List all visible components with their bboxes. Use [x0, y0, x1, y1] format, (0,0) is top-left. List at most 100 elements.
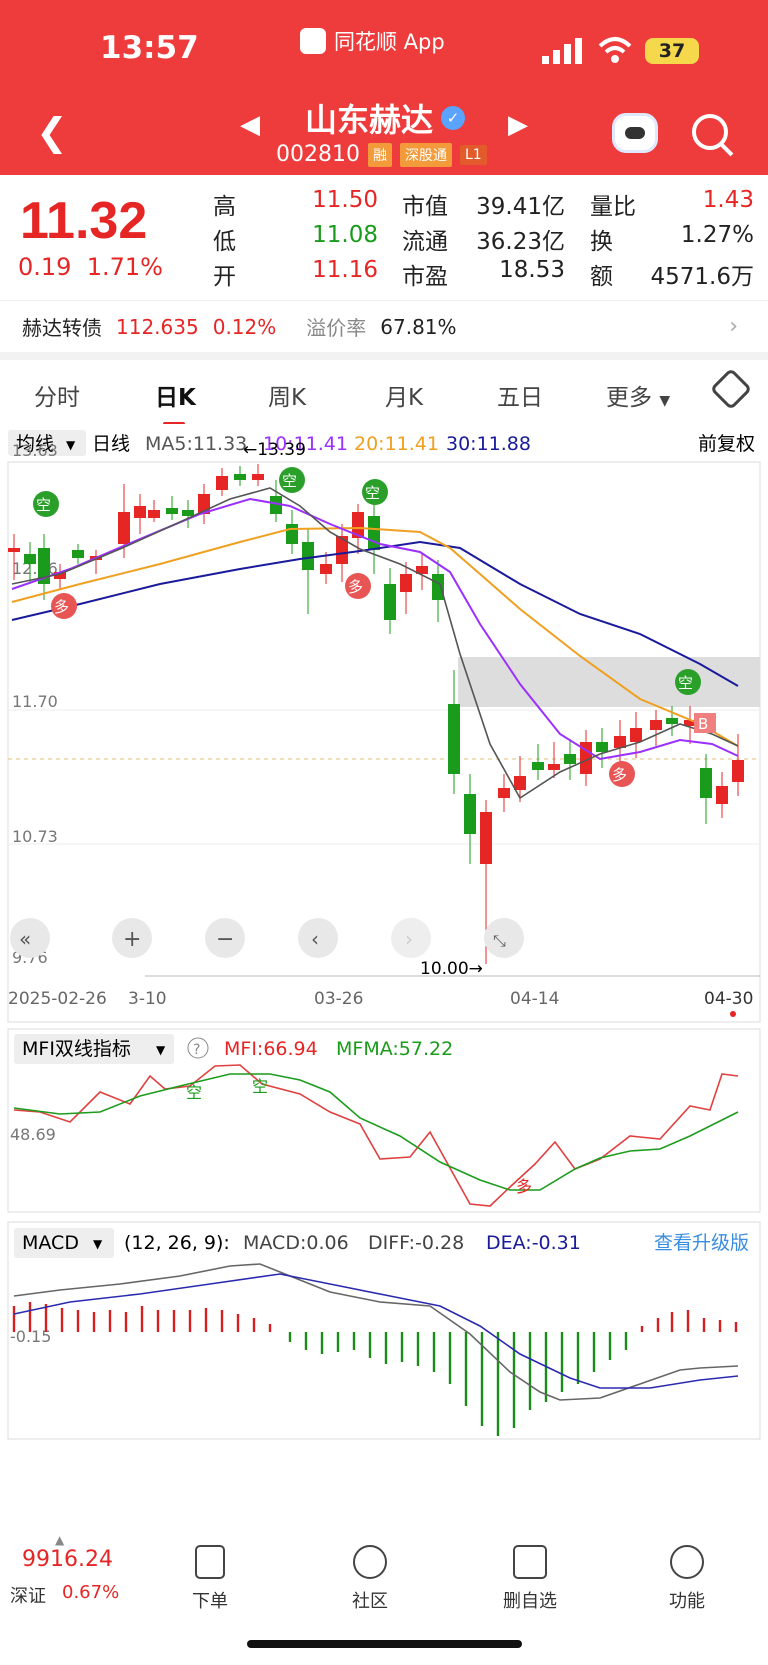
- low-annotation: 10.00→: [420, 959, 483, 979]
- stock-name: 山东赫达: [305, 101, 434, 139]
- ma-dropdown-icon: ▼: [66, 438, 76, 452]
- mfi-line: [13, 1064, 739, 1207]
- tab-weekly[interactable]: 周K: [268, 385, 307, 411]
- tag-connect: 深股通: [399, 142, 452, 167]
- signal-icon: [542, 38, 582, 64]
- adjust-toggle[interactable]: 前复权: [698, 433, 755, 455]
- tab-daily[interactable]: 日K: [155, 378, 196, 426]
- candle-body: [514, 776, 526, 790]
- verified-icon: ✓: [441, 106, 466, 130]
- tag-l1: L1: [459, 144, 487, 165]
- candle-body: [480, 812, 492, 864]
- prev-stock-icon[interactable]: ◀: [240, 110, 260, 140]
- up-caret-icon: ▲: [55, 1533, 65, 1547]
- tab-more[interactable]: 更多 ▼: [606, 378, 670, 412]
- index-value[interactable]: 9916.24: [22, 1547, 113, 1572]
- premium-label: 溢价率: [306, 316, 367, 340]
- candle-body: [148, 510, 160, 518]
- help-icon[interactable]: [187, 1037, 209, 1059]
- chart-controls: « + − ‹ › ⤡: [10, 918, 524, 958]
- search-icon[interactable]: [692, 114, 728, 150]
- convertible-bond-row[interactable]: 赫达转债 112.635 0.12% 溢价率 67.81% ›: [0, 300, 768, 352]
- change-percent: 1.71%: [86, 253, 163, 281]
- tab-monthly[interactable]: 月K: [385, 385, 424, 411]
- nav-order[interactable]: 下单: [155, 1545, 265, 1613]
- candle-body: [432, 574, 444, 600]
- long-signal-marker: [609, 761, 635, 787]
- settings-icon[interactable]: [709, 367, 753, 411]
- nav-order-label: 下单: [192, 1591, 228, 1612]
- chart-area: 均线 ▼ 日线 MA5:11.33 10:11.41 20:11.41 30:1…: [0, 424, 768, 1529]
- zoom-in-button[interactable]: [112, 918, 152, 958]
- candle-body: [700, 768, 712, 798]
- nav-community-label: 社区: [352, 1591, 388, 1612]
- buy-label: B: [698, 715, 708, 733]
- zoom-out-button[interactable]: [205, 918, 245, 958]
- date-tick: 04-14: [510, 989, 559, 1009]
- candle-body: [732, 760, 744, 782]
- tab-five-day[interactable]: 五日: [497, 385, 543, 411]
- change-value: 0.19: [18, 253, 72, 281]
- index-name: 深证: [10, 1586, 46, 1607]
- last-price: 11.32: [20, 192, 148, 250]
- mfi-long-mark: 多: [516, 1177, 532, 1196]
- kline-frame: [7, 461, 761, 1023]
- candle-body: [216, 476, 228, 490]
- remove-watch-icon: [513, 1545, 547, 1579]
- chevron-right-icon[interactable]: ›: [729, 314, 738, 339]
- fullscreen-button[interactable]: [484, 918, 524, 958]
- mfi-short-mark: 空: [252, 1077, 268, 1096]
- mfi-selector[interactable]: [14, 1034, 174, 1064]
- low-label: 低: [213, 229, 236, 255]
- amount-label: 额: [590, 264, 613, 290]
- turnover-value: 1.27%: [680, 222, 754, 248]
- scroll-right-button[interactable]: [391, 918, 431, 958]
- tab-intraday[interactable]: 分时: [34, 385, 80, 411]
- scroll-left-button[interactable]: [298, 918, 338, 958]
- candle-body: [564, 754, 576, 764]
- ma20-value: 20:11.41: [354, 433, 439, 455]
- nav-remove-watch[interactable]: 删自选: [475, 1545, 585, 1613]
- long-signal-label: 多: [54, 598, 69, 616]
- candle-body: [716, 786, 728, 804]
- community-icon: [353, 1545, 387, 1579]
- short-signal-label: 空: [36, 496, 51, 514]
- macd-selector[interactable]: [14, 1228, 114, 1258]
- candle-body: [614, 736, 626, 748]
- nav-function[interactable]: 功能: [632, 1545, 742, 1613]
- back-icon[interactable]: ❮: [36, 110, 68, 154]
- nav-community[interactable]: 社区: [315, 1545, 425, 1613]
- next-stock-icon[interactable]: ▶: [508, 110, 528, 140]
- assistant-robot-icon[interactable]: [612, 113, 658, 153]
- y-tick: 10.73: [12, 827, 58, 846]
- candle-body: [498, 788, 510, 798]
- candle-body: [8, 548, 20, 552]
- mfi-tick: 48.69: [10, 1125, 56, 1144]
- premium-value: 67.81%: [380, 314, 457, 339]
- long-signal-marker: [345, 573, 371, 599]
- diff-line: [13, 1263, 739, 1401]
- macd-params: (12, 26, 9):: [124, 1232, 230, 1254]
- candle-body: [270, 496, 282, 514]
- mfi-dropdown-icon: ▼: [156, 1043, 166, 1057]
- candle-body: [24, 554, 36, 564]
- scroll-start-button[interactable]: [10, 918, 50, 958]
- macd-value: MACD:0.06: [243, 1232, 349, 1254]
- candle-body: [630, 728, 642, 742]
- svg-text:«: «: [19, 927, 31, 951]
- float-label: 流通: [402, 229, 448, 255]
- dea-value: DEA:-0.31: [486, 1232, 581, 1254]
- status-time: 13:57: [100, 30, 199, 66]
- volratio-label: 量比: [590, 194, 636, 220]
- date-tick: 03-26: [314, 989, 363, 1009]
- y-tick: 11.70: [12, 692, 58, 711]
- tag-margin: 融: [367, 142, 392, 167]
- mktcap-label: 市值: [402, 194, 448, 220]
- upgrade-link[interactable]: 查看升级版: [654, 1232, 749, 1254]
- mfma-value: MFMA:57.22: [336, 1038, 453, 1060]
- candle-body: [134, 506, 146, 518]
- candle-body: [384, 584, 396, 620]
- app-header: 13:57 同花顺 App 37 ❮ ◀ 山东赫达 ✓ ▶ 002810 融 深股…: [0, 0, 768, 175]
- ma-selector[interactable]: [8, 430, 86, 456]
- candle-body: [38, 548, 50, 584]
